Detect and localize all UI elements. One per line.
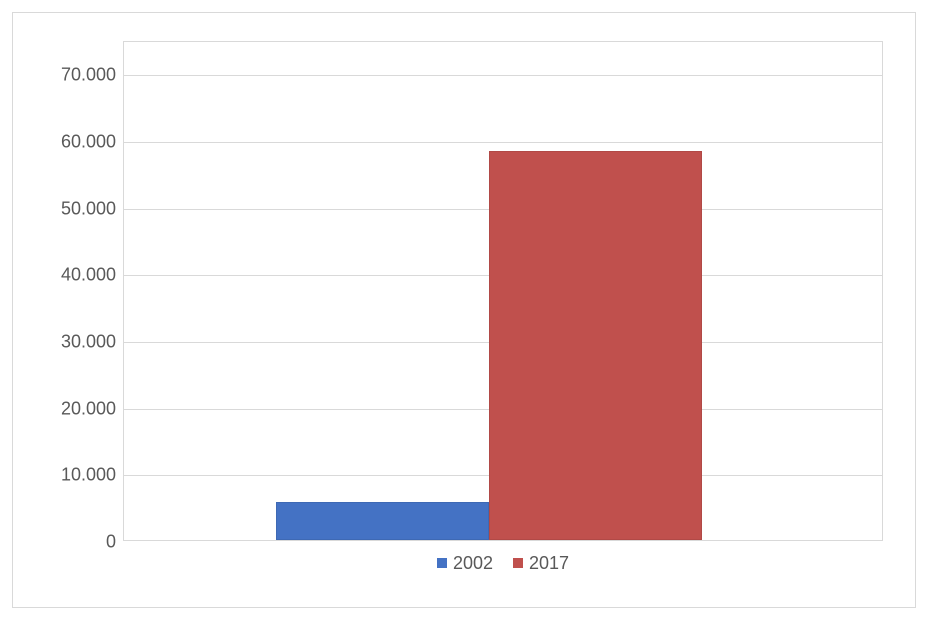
legend-label: 2017 bbox=[529, 553, 569, 574]
legend-label: 2002 bbox=[453, 553, 493, 574]
grid-line bbox=[124, 75, 882, 76]
y-axis-tick-label: 10.000 bbox=[61, 465, 116, 486]
legend-swatch-icon bbox=[437, 558, 447, 568]
legend-item: 2002 bbox=[437, 553, 493, 574]
legend-swatch-icon bbox=[513, 558, 523, 568]
legend-item: 2017 bbox=[513, 553, 569, 574]
y-axis-tick-label: 30.000 bbox=[61, 332, 116, 353]
chart-bar bbox=[276, 502, 489, 540]
grid-line bbox=[124, 142, 882, 143]
y-axis-tick-label: 70.000 bbox=[61, 65, 116, 86]
y-axis-tick-label: 20.000 bbox=[61, 398, 116, 419]
plot-area: 010.00020.00030.00040.00050.00060.00070.… bbox=[123, 41, 883, 541]
y-axis-tick-label: 40.000 bbox=[61, 265, 116, 286]
chart-container: 0 10.000 20.000 30.000 40.000 50.000 60.000 70.… bbox=[12, 12, 916, 608]
chart-bar bbox=[489, 151, 702, 540]
y-axis-tick-label: 50.000 bbox=[61, 198, 116, 219]
y-axis-tick-label: 0 bbox=[106, 532, 116, 553]
y-axis-tick-label: 60.000 bbox=[61, 132, 116, 153]
chart-legend: 2002 2017 bbox=[353, 551, 653, 575]
